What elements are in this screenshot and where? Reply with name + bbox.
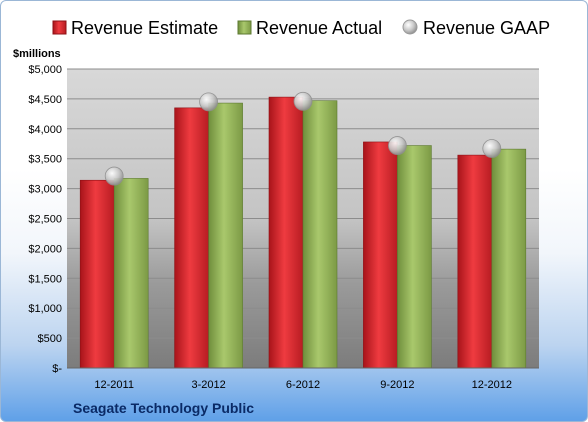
x-tick-label: 12-2011: [94, 379, 134, 391]
bar-revenue-estimate: [268, 96, 304, 369]
marker-revenue-gaap: [482, 139, 502, 158]
y-tick-label: $2,500: [28, 214, 62, 226]
y-tick-label: $3,500: [28, 154, 62, 166]
y-tick-label: $-: [52, 363, 62, 375]
legend-label-revenue-gaap: Revenue GAAP: [423, 18, 550, 38]
legend-swatch-revenue-estimate: [52, 20, 67, 35]
x-tick-label: 6-2012: [286, 379, 320, 391]
x-tick-label: 3-2012: [191, 379, 225, 391]
y-tick-label: $1,500: [28, 273, 62, 285]
legend-marker-revenue-gaap: [402, 19, 418, 35]
gaap-markers: [104, 91, 502, 186]
legend-label-revenue-estimate: Revenue Estimate: [71, 18, 218, 38]
marker-revenue-gaap: [293, 91, 313, 111]
marker-revenue-gaap: [104, 166, 124, 186]
legend-label-revenue-actual: Revenue Actual: [256, 18, 382, 38]
bar-revenue-estimate: [174, 107, 209, 369]
y-unit-label: $millions: [13, 48, 61, 60]
bars: [79, 96, 527, 369]
legend-swatch-revenue-actual: [237, 20, 252, 35]
y-tick-label: $3,000: [28, 184, 62, 196]
bar-revenue-actual: [208, 102, 243, 369]
x-tick-label: 12-2012: [472, 379, 512, 391]
y-tick-label: $500: [38, 333, 62, 345]
legend: Revenue Estimate Revenue Actual Revenue …: [52, 18, 550, 38]
bar-revenue-actual: [113, 178, 149, 369]
bar-revenue-actual: [302, 100, 338, 369]
bar-revenue-estimate: [457, 154, 493, 369]
y-tick-label: $4,500: [28, 94, 62, 106]
y-tick-label: $1,000: [28, 303, 62, 315]
marker-revenue-gaap: [199, 92, 219, 112]
y-axis-ticks: $- $500 $1,000 $1,500 $2,000 $2,500 $3,000 $3,5…: [28, 64, 62, 375]
x-axis-ticks: 12-2011 3-2012 6-2012 9-2012 12-2012: [94, 379, 512, 391]
bar-revenue-actual: [397, 145, 432, 369]
y-tick-label: $2,000: [28, 243, 62, 255]
bar-revenue-actual: [491, 148, 527, 369]
company-name: Seagate Technology Public: [73, 400, 254, 416]
bar-revenue-estimate: [79, 179, 115, 369]
x-tick-label: 9-2012: [380, 379, 414, 391]
bar-revenue-estimate: [363, 141, 398, 369]
y-tick-label: $5,000: [28, 64, 62, 76]
marker-revenue-gaap: [387, 136, 407, 155]
y-tick-label: $4,000: [28, 124, 62, 136]
